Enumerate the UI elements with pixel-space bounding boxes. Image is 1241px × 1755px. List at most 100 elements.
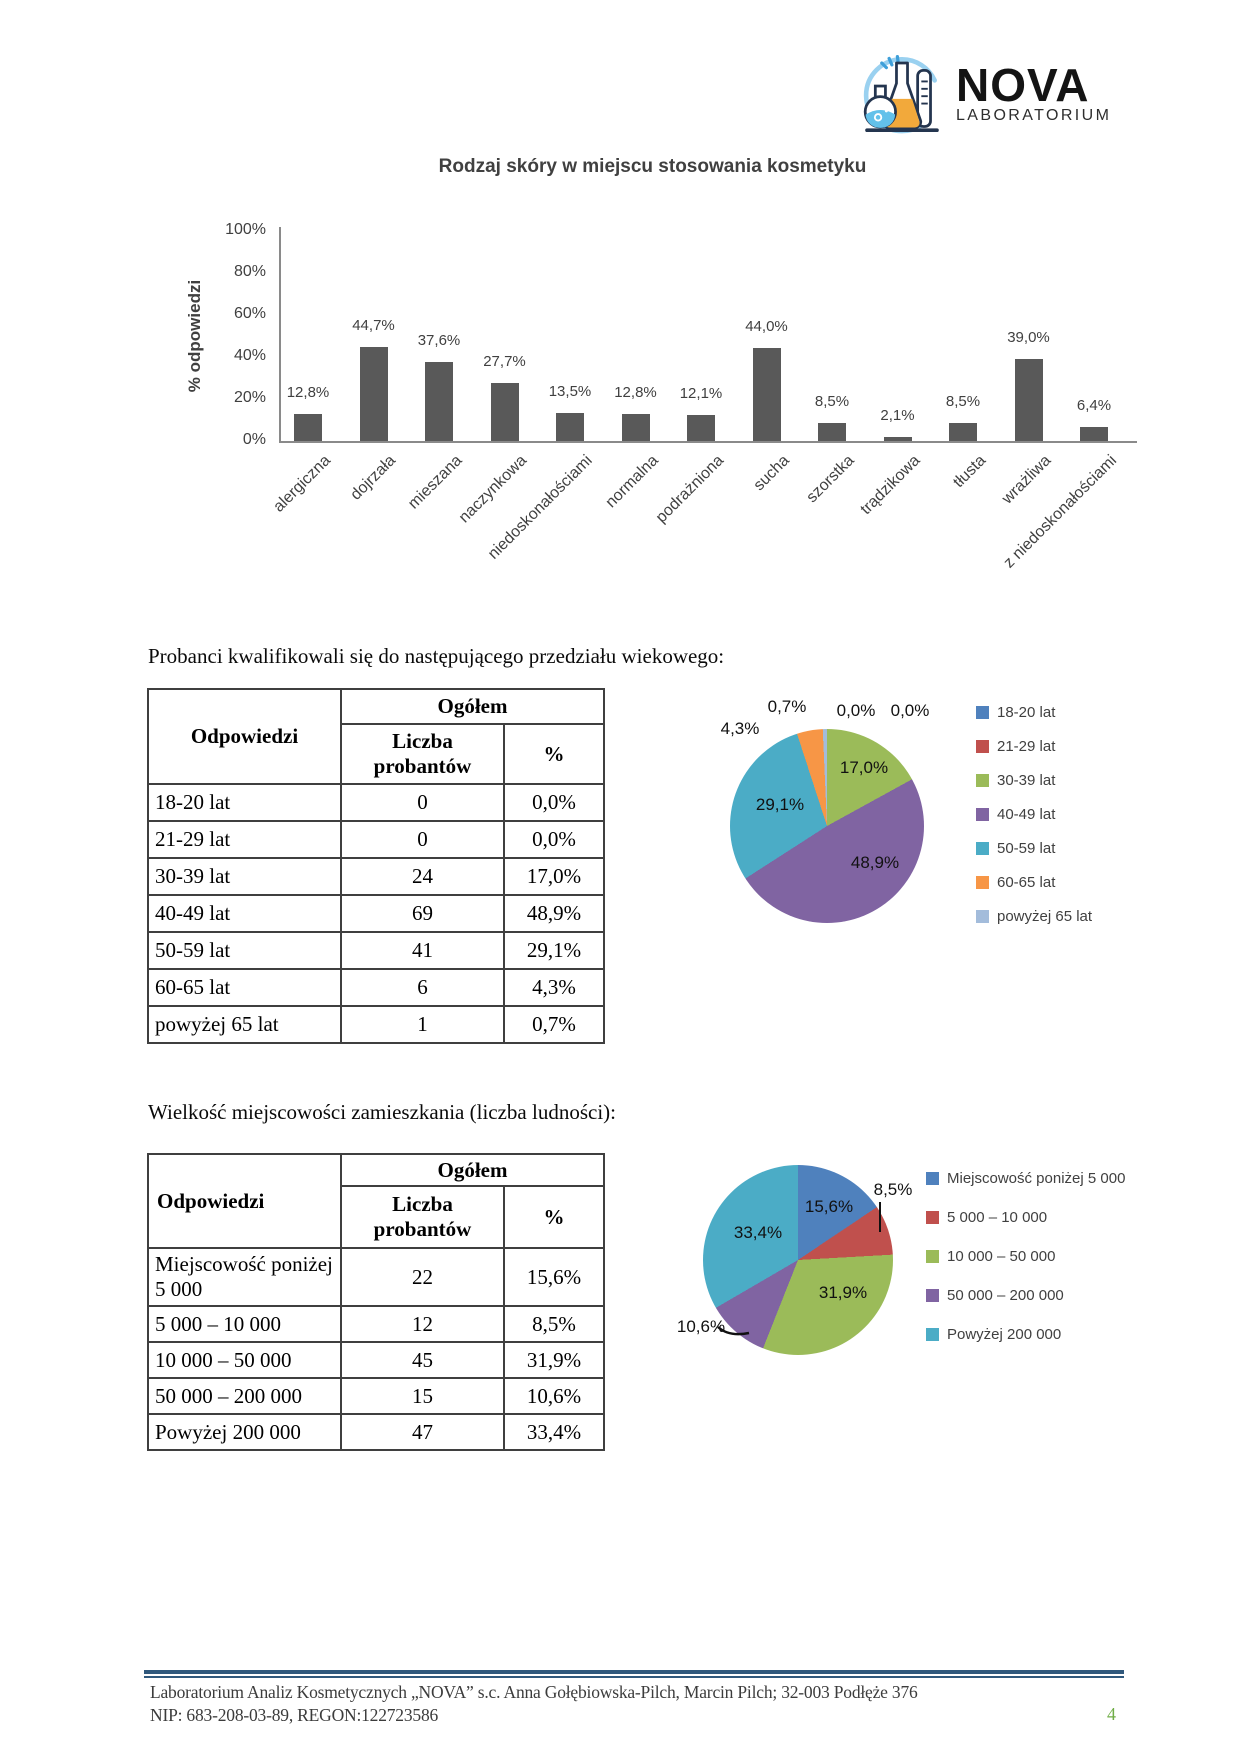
bar — [359, 346, 388, 441]
table-row: 40-49 lat 69 48,9% — [147, 894, 605, 933]
y-tick-100: 100% — [225, 221, 266, 238]
city-pie-label-50000-200000: 10,6% — [676, 1317, 726, 1336]
legend-label: 30-39 lat — [997, 771, 1056, 789]
bar-category-label: wrażliwa — [999, 452, 1055, 508]
table-row: 21-29 lat 0 0,0% — [147, 820, 605, 859]
bar-value-label: 37,6% — [417, 331, 461, 349]
legend-swatch-icon — [976, 875, 989, 889]
age-pie-label-30-39: 17,0% — [839, 758, 889, 777]
y-tick-60: 60% — [233, 305, 266, 322]
age-pie-label-50-59: 29,1% — [755, 795, 805, 814]
bar-category-label: tłusta — [949, 452, 990, 492]
legend-swatch-icon — [976, 841, 989, 855]
bar — [687, 415, 715, 441]
legend-label: 5 000 – 10 000 — [947, 1208, 1048, 1226]
age-pie-label-40-49: 48,9% — [850, 853, 900, 872]
table-row: 50 000 – 200 000 15 10,6% — [147, 1377, 605, 1415]
bar-category-label: trądzikowa — [857, 452, 924, 519]
city-pie-label-above200000: 33,4% — [733, 1223, 783, 1242]
bar-value-label: 44,7% — [352, 316, 395, 334]
company-logo: NOVA LABORATORIUM — [856, 52, 1111, 144]
table-cell: 31,9% — [503, 1341, 605, 1379]
age-pie-chart — [730, 729, 924, 923]
leader-line-50000-200000 — [717, 1326, 750, 1336]
legend-label: 21-29 lat — [997, 737, 1056, 755]
age-table-subheader-count: Liczba probantów — [340, 723, 505, 785]
bar — [294, 413, 322, 441]
table-cell: 60-65 lat — [147, 968, 342, 1007]
bar — [752, 348, 781, 441]
bar-category-label: podrażniona — [652, 452, 728, 527]
value-axis-line — [279, 227, 281, 442]
city-pie-legend: Miejscowość poniżej 5 000 5 000 – 10 000 1… — [926, 1167, 1125, 1345]
city-table-group-header: Ogółem — [340, 1153, 605, 1187]
legend-item: Powyżej 200 000 — [926, 1323, 1125, 1345]
bar — [1014, 358, 1043, 441]
table-row: 30-39 lat 24 17,0% — [147, 857, 605, 896]
age-table-subheader-pct: % — [503, 723, 605, 785]
bar-value-label: 8,5% — [945, 393, 981, 411]
legend-swatch-icon — [926, 1171, 939, 1185]
table-cell: 45 — [340, 1341, 505, 1379]
table-cell: 48,9% — [503, 894, 605, 933]
table-cell: 40-49 lat — [147, 894, 342, 933]
bar-value-label: 12,1% — [679, 385, 723, 403]
legend-swatch-icon — [926, 1249, 939, 1263]
legend-item: 40-49 lat — [976, 803, 1092, 825]
age-section-intro: Probanci kwalifikowali się do następując… — [148, 644, 725, 668]
footer-divider — [144, 1670, 1124, 1678]
table-cell: 5 000 – 10 000 — [147, 1305, 342, 1343]
bar — [883, 436, 912, 441]
bar-category-label: mieszana — [404, 452, 466, 513]
table-cell: 33,4% — [503, 1413, 605, 1451]
table-row: 18-20 lat 0 0,0% — [147, 783, 605, 822]
leader-line-5000-10000 — [879, 1202, 881, 1232]
legend-item: 50-59 lat — [976, 837, 1092, 859]
legend-label: Miejscowość poniżej 5 000 — [947, 1169, 1126, 1187]
footer-divider-thin-line — [144, 1676, 1124, 1678]
legend-label: 60-65 lat — [997, 873, 1056, 891]
y-tick-0: 0% — [242, 431, 266, 448]
age-pie-label-over65: 0,7% — [767, 697, 807, 716]
table-cell: 41 — [340, 931, 505, 970]
bar-value-label: 12,8% — [286, 383, 330, 401]
age-pie-label-18-20: 0,0% — [836, 701, 876, 720]
bar-value-label: 8,5% — [814, 393, 850, 411]
bar-category-label: sucha — [750, 452, 793, 495]
bar — [425, 361, 453, 441]
category-axis-line — [279, 441, 1137, 443]
bar-value-label: 44,0% — [745, 318, 788, 336]
table-cell: 47 — [340, 1413, 505, 1451]
legend-swatch-icon — [976, 739, 989, 753]
table-cell: 50 000 – 200 000 — [147, 1377, 342, 1415]
table-cell: 0,0% — [503, 820, 605, 859]
legend-item: powyżej 65 lat — [976, 905, 1092, 927]
age-table-corner-header: Odpowiedzi — [147, 688, 342, 785]
table-cell: 18-20 lat — [147, 783, 342, 822]
legend-swatch-icon — [926, 1210, 939, 1224]
legend-swatch-icon — [976, 909, 989, 923]
bar-category-label: normalna — [602, 452, 662, 512]
age-table-group-header: Ogółem — [340, 688, 605, 725]
table-row: Miejscowość poniżej 5 000 22 15,6% — [147, 1247, 605, 1307]
table-cell: 10 000 – 50 000 — [147, 1341, 342, 1379]
legend-label: Powyżej 200 000 — [947, 1325, 1062, 1343]
table-row: 60-65 lat 6 4,3% — [147, 968, 605, 1007]
bar — [818, 423, 846, 441]
table-cell: Powyżej 200 000 — [147, 1413, 342, 1451]
legend-swatch-icon — [976, 705, 989, 719]
legend-label: powyżej 65 lat — [997, 907, 1093, 925]
bar-value-label: 39,0% — [1007, 328, 1050, 346]
table-cell: 15 — [340, 1377, 505, 1415]
legend-label: 40-49 lat — [997, 805, 1056, 823]
table-row: 50-59 lat 41 29,1% — [147, 931, 605, 970]
city-pie-label-10000-50000: 31,9% — [818, 1283, 868, 1302]
city-pie-chart — [703, 1165, 893, 1355]
legend-label: 50-59 lat — [997, 839, 1056, 857]
logo-brand: NOVA — [956, 59, 1090, 111]
legend-label: 18-20 lat — [997, 703, 1056, 721]
legend-item: 30-39 lat — [976, 769, 1092, 791]
bar — [621, 413, 650, 441]
legend-item: 21-29 lat — [976, 735, 1092, 757]
